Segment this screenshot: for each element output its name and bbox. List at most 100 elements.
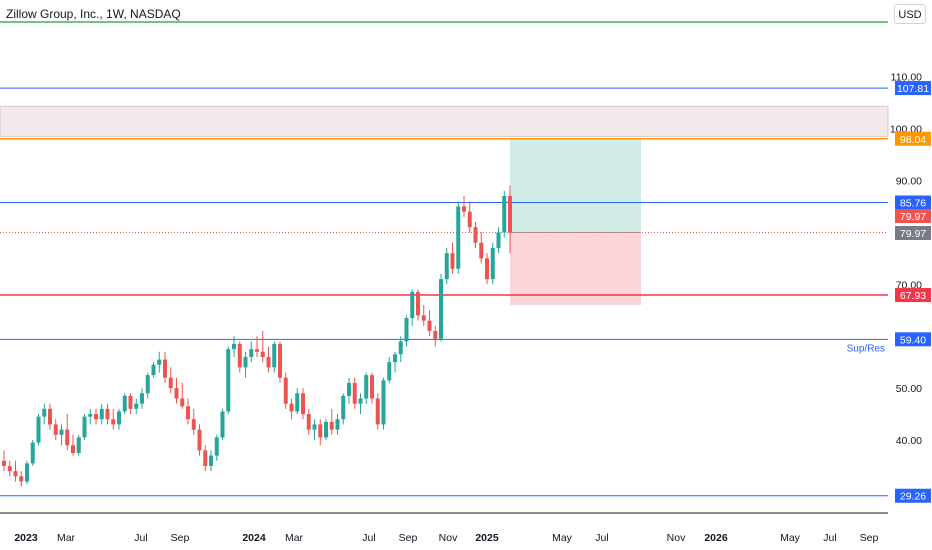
candle-body: [168, 377, 173, 389]
price-badge-67.93: [895, 288, 931, 303]
x-axis-tick: Jul: [134, 532, 147, 544]
price-badge-29.26-label: 29.26: [900, 491, 926, 503]
currency-button[interactable]: USD: [894, 4, 926, 24]
x-axis-tick: Jul: [595, 532, 608, 544]
price-badge-59.40: [895, 332, 931, 347]
candle-body: [295, 393, 300, 412]
x-axis-tick: Nov: [667, 532, 686, 544]
candle-body: [99, 408, 104, 420]
candle-body: [375, 398, 380, 425]
candle-body: [197, 429, 202, 451]
candle-body: [278, 343, 282, 378]
candle-body: [467, 211, 472, 228]
x-axis-tick: May: [780, 532, 801, 544]
y-axis-tick: 40.00: [896, 435, 922, 447]
x-axis-tick: Mar: [285, 532, 304, 544]
candle-body: [508, 196, 512, 233]
candle-body: [232, 343, 236, 350]
candle-body: [237, 343, 242, 368]
candle-body: [191, 419, 196, 430]
candle-body: [352, 382, 357, 404]
candle-body: [502, 196, 507, 233]
candle-body: [30, 442, 35, 464]
candle-body: [444, 253, 449, 280]
candle-body: [381, 380, 386, 425]
price-badge-last-grey-label: 79.97: [900, 228, 926, 240]
candle-body: [404, 318, 409, 342]
candle-body: [88, 414, 93, 417]
candle-body: [421, 315, 426, 321]
candle-body: [439, 279, 443, 339]
candle-body: [306, 414, 311, 430]
candle-body: [59, 429, 64, 435]
price-badge-98.04-label: 98.04: [900, 134, 926, 146]
price-badge-85.76: [895, 195, 931, 210]
candle-body: [117, 411, 121, 425]
candle-body: [140, 393, 144, 404]
profit-zone: [510, 138, 641, 233]
price-badge-107.81: [895, 81, 931, 96]
level-annotation: Sup/Res: [847, 343, 885, 354]
x-axis-tick: Sep: [399, 532, 418, 544]
candle-body: [301, 393, 305, 415]
candle-body: [220, 411, 225, 438]
candle-body: [312, 424, 317, 430]
candle-body: [416, 292, 420, 316]
candle-body: [53, 424, 58, 435]
x-axis-tick: May: [552, 532, 573, 544]
candle-body: [433, 331, 438, 339]
candle-body: [174, 388, 179, 399]
candle-body: [71, 445, 75, 453]
candle-body: [7, 465, 12, 472]
candle-body: [364, 375, 369, 399]
candle-body: [485, 258, 489, 280]
candle-body: [473, 227, 478, 243]
candle-body: [393, 354, 397, 363]
candle-body: [180, 398, 185, 407]
candle-body: [2, 460, 6, 466]
price-badge-59.40-label: 59.40: [900, 334, 926, 346]
x-axis-tick: Mar: [57, 532, 76, 544]
candle-body: [48, 408, 52, 425]
candle-body: [283, 377, 288, 404]
candle-body: [65, 429, 70, 446]
candle-body: [341, 395, 346, 420]
candle-body: [324, 421, 328, 438]
candle-body: [111, 419, 116, 425]
candle-body: [163, 359, 167, 378]
x-axis-tick: 2024: [242, 532, 266, 544]
candle-body: [128, 395, 133, 409]
candle-body: [122, 395, 127, 412]
price-badge-67.93-label: 67.93: [900, 290, 926, 302]
chart-title: Zillow Group, Inc., 1W, NASDAQ: [6, 7, 181, 21]
x-axis-tick: 2026: [704, 532, 728, 544]
price-badge-last-grey: [895, 226, 931, 240]
x-axis-tick: Sep: [171, 532, 190, 544]
candle-body: [410, 292, 415, 319]
candle-body: [82, 416, 87, 438]
candle-body: [266, 356, 271, 368]
candle-body: [479, 242, 484, 259]
candle-body: [255, 349, 259, 352]
candle-body: [462, 206, 466, 212]
candle-body: [496, 232, 501, 248]
loss-zone: [510, 232, 641, 306]
candle-body: [318, 424, 323, 438]
candle-body: [456, 206, 461, 269]
candle-body: [370, 375, 374, 399]
candle-body: [249, 349, 254, 357]
candle-body: [214, 437, 219, 456]
candle-body: [226, 349, 231, 412]
candle-body: [450, 253, 455, 269]
candle-body: [76, 437, 81, 453]
price-badge-107.81-label: 107.81: [897, 83, 929, 95]
candle-body: [347, 382, 351, 396]
candle-body: [36, 416, 41, 443]
price-badge-last-red: [895, 209, 931, 223]
x-axis-tick: 2025: [475, 532, 499, 544]
x-axis-tick: Jul: [362, 532, 375, 544]
candle-body: [157, 359, 162, 365]
resistance-zone: [0, 105, 889, 137]
price-badge-85.76-label: 85.76: [900, 198, 926, 210]
